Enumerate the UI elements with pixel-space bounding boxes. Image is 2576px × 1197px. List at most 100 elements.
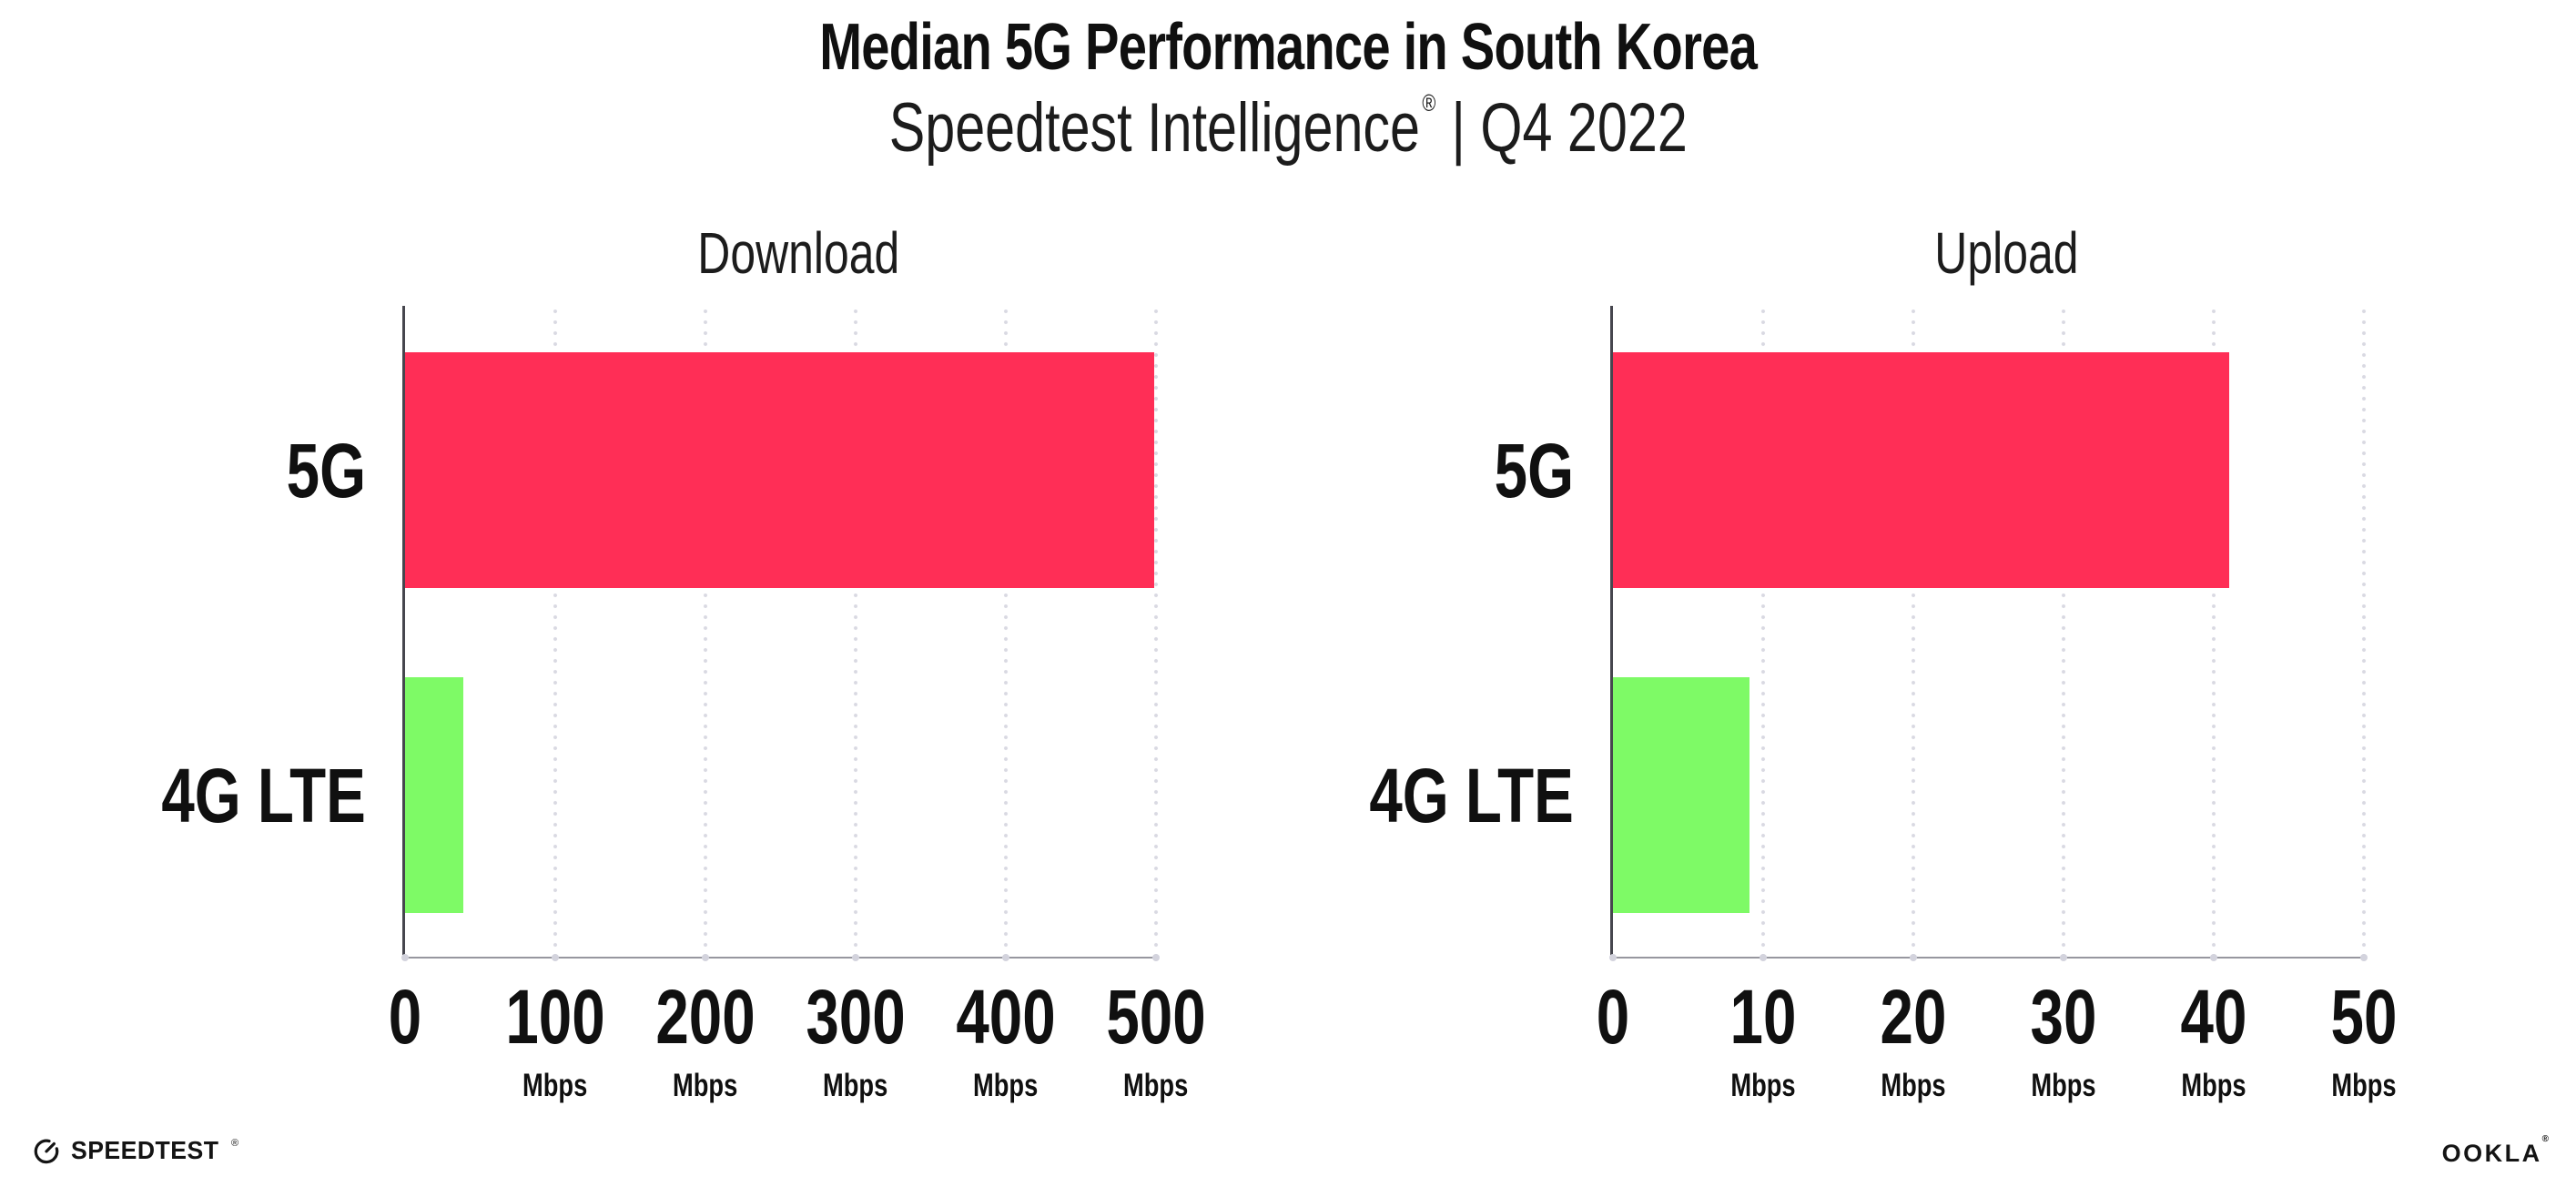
ookla-wordmark: OOKLA — [2441, 1140, 2542, 1167]
x-tick-unit-text: Mbps — [823, 1068, 888, 1103]
axis-tick-dot-300 — [852, 954, 859, 961]
axis-tick-dot-50 — [2360, 954, 2368, 961]
upload-chart-panel: Upload 0 10 Mbps 20 Mbps 30 Mbps 40 Mbps 50 Mbps 5G… — [1285, 0, 2400, 1197]
x-tick-value-text: 10 — [1729, 974, 1797, 1060]
gridline-500 — [1153, 306, 1159, 959]
x-tick-unit-text: Mbps — [522, 1068, 588, 1103]
category-label-4g-lte: 4G LTE — [1369, 752, 1574, 838]
category-label-row-5g: 5G — [1285, 352, 1574, 588]
download-chart-panel: Download 0 100 Mbps 200 Mbps 300 Mbps 400 Mbps 50… — [77, 0, 1206, 1197]
x-tick-50: 50 Mbps — [2321, 979, 2406, 1101]
x-tick-20: 20 Mbps — [1871, 979, 1955, 1101]
axis-tick-dot-100 — [552, 954, 559, 961]
gridline-30 — [2061, 306, 2066, 959]
gridline-10 — [1760, 306, 1766, 959]
gridline-200 — [703, 306, 708, 959]
upload-plot-area — [1609, 306, 2400, 961]
x-tick-unit-text: Mbps — [1881, 1068, 1946, 1103]
x-tick-value: 500 — [1092, 979, 1220, 1055]
x-tick-value-text: 400 — [956, 974, 1056, 1060]
x-tick-value: 20 — [1871, 979, 1955, 1055]
speedtest-logo: SPEEDTEST ® — [30, 1134, 242, 1167]
x-tick-value-text: 20 — [1880, 974, 1947, 1060]
page-title: Median 5G Performance in South Korea — [0, 12, 2576, 84]
x-tick-unit: Mbps — [792, 1070, 919, 1101]
axis-tick-dot-10 — [1760, 954, 1767, 961]
x-tick-200: 200 Mbps — [642, 979, 769, 1101]
axis-tick-dot-30 — [2060, 954, 2067, 961]
axis-tick-dot-400 — [1002, 954, 1009, 961]
category-label-5g: 5G — [286, 427, 366, 513]
x-tick-unit-text: Mbps — [2331, 1068, 2397, 1103]
x-tick-unit-text: Mbps — [973, 1068, 1039, 1103]
x-tick-0: 0 — [1592, 979, 1635, 1055]
download-chart-title-text: Download — [697, 220, 900, 286]
x-tick-40: 40 Mbps — [2171, 979, 2256, 1101]
page-subtitle-text: Speedtest Intelligence® | Q4 2022 — [888, 89, 1687, 165]
y-axis-line — [1610, 306, 1613, 960]
x-tick-300: 300 Mbps — [792, 979, 919, 1101]
registered-mark-icon: ® — [1422, 89, 1436, 117]
axis-tick-dot-500 — [1152, 954, 1160, 961]
axis-tick-dot-200 — [702, 954, 709, 961]
upload-chart-title: Upload — [1613, 224, 2400, 282]
subtitle-quarter: | Q4 2022 — [1451, 89, 1688, 167]
x-tick-unit: Mbps — [1871, 1070, 1955, 1101]
download-plot-area — [401, 306, 1192, 961]
x-tick-30: 30 Mbps — [2021, 979, 2105, 1101]
speedtest-wordmark: SPEEDTEST — [71, 1136, 219, 1164]
gridline-100 — [553, 306, 558, 959]
x-tick-value-text: 200 — [655, 974, 756, 1060]
category-label-row-5g: 5G — [77, 352, 366, 588]
subtitle-brand: Speedtest Intelligence — [888, 89, 1420, 167]
gridline-50 — [2361, 306, 2367, 959]
x-tick-unit-text: Mbps — [1123, 1068, 1189, 1103]
x-tick-value-text: 100 — [505, 974, 605, 1060]
ookla-registered-icon: ® — [2541, 1134, 2549, 1144]
x-tick-unit: Mbps — [1720, 1070, 1805, 1101]
x-tick-value: 30 — [2021, 979, 2105, 1055]
x-tick-unit: Mbps — [2171, 1070, 2256, 1101]
x-tick-value: 40 — [2171, 979, 2256, 1055]
page-subtitle: Speedtest Intelligence® | Q4 2022 — [0, 89, 2576, 165]
x-tick-unit: Mbps — [492, 1070, 619, 1101]
speedtest-registered-icon: ® — [230, 1138, 239, 1149]
axis-tick-dot-40 — [2210, 954, 2217, 961]
y-axis-line — [402, 306, 405, 960]
x-axis-line — [1610, 957, 2366, 959]
x-tick-value-text: 0 — [1596, 974, 1630, 1060]
x-tick-value-text: 30 — [2030, 974, 2097, 1060]
x-tick-value: 100 — [492, 979, 619, 1055]
x-tick-value: 400 — [942, 979, 1070, 1055]
x-tick-value-text: 40 — [2180, 974, 2247, 1060]
x-tick-0: 0 — [384, 979, 427, 1055]
gridline-400 — [1003, 306, 1009, 959]
category-label-4g-lte: 4G LTE — [161, 752, 366, 838]
x-tick-value-text: 500 — [1106, 974, 1206, 1060]
gridline-300 — [853, 306, 858, 959]
x-tick-unit: Mbps — [642, 1070, 769, 1101]
x-tick-100: 100 Mbps — [492, 979, 619, 1101]
category-label-row-4g-lte: 4G LTE — [77, 677, 366, 913]
x-tick-value: 0 — [1592, 979, 1635, 1055]
axis-tick-dot-0 — [401, 954, 409, 961]
x-tick-10: 10 Mbps — [1720, 979, 1805, 1101]
category-label-5g: 5G — [1494, 427, 1574, 513]
x-tick-400: 400 Mbps — [942, 979, 1070, 1101]
x-tick-unit: Mbps — [2321, 1070, 2406, 1101]
x-tick-value: 50 — [2321, 979, 2406, 1055]
download-chart-title: Download — [405, 224, 1192, 282]
x-axis-line — [402, 957, 1158, 959]
x-tick-unit: Mbps — [1092, 1070, 1220, 1101]
category-label-row-4g-lte: 4G LTE — [1285, 677, 1574, 913]
x-tick-unit: Mbps — [2021, 1070, 2105, 1101]
x-tick-unit-text: Mbps — [673, 1068, 738, 1103]
bar-4g-lte — [1613, 677, 1750, 913]
x-tick-value: 300 — [792, 979, 919, 1055]
bar-5g — [405, 352, 1155, 588]
x-tick-unit: Mbps — [942, 1070, 1070, 1101]
ookla-logo: OOKLA® — [2441, 1134, 2549, 1168]
x-tick-value: 10 — [1720, 979, 1805, 1055]
x-tick-value-text: 50 — [2330, 974, 2398, 1060]
